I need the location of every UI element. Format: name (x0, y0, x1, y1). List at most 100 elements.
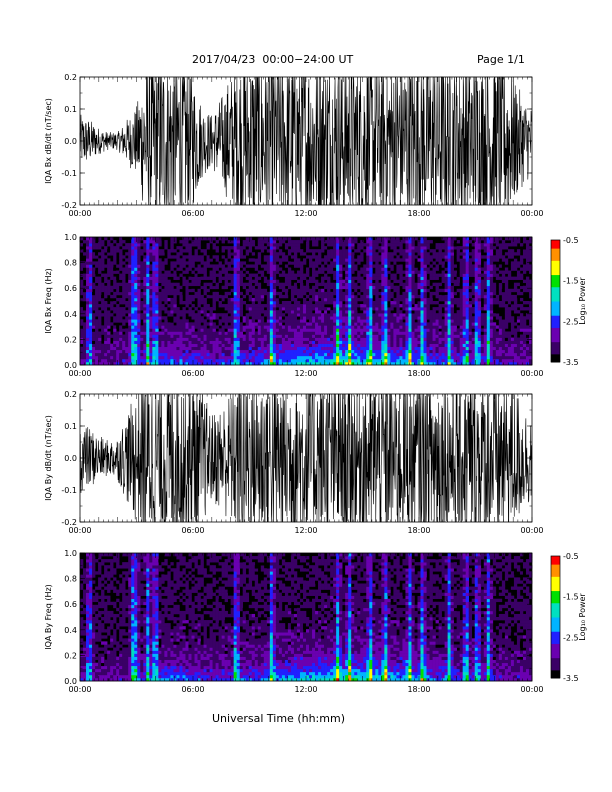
spectrogram-cell (245, 288, 250, 293)
spectrogram-cell (411, 264, 415, 268)
spectrogram-cell (423, 349, 427, 354)
spectrogram-cell (435, 361, 439, 366)
spectrogram-cell (98, 285, 102, 290)
spectrogram-cell (89, 297, 93, 302)
spectrogram-cell (236, 246, 240, 250)
spectrogram-cell (453, 264, 457, 268)
spectrogram-cell (125, 285, 129, 290)
spectrogram-cell (224, 273, 228, 277)
spectrogram-cell (143, 304, 147, 308)
spectrogram-cell (321, 276, 325, 280)
spectrogram-cell (302, 288, 307, 293)
spectrogram-cell (381, 240, 385, 244)
spectrogram-cell (378, 340, 382, 344)
spectrogram-cell (173, 249, 177, 253)
spectrogram-cell (384, 310, 388, 314)
spectrogram-cell (188, 349, 192, 354)
spectrogram-cell (248, 258, 253, 262)
spectrogram-cell (375, 316, 379, 320)
spectrogram-cell (369, 282, 373, 287)
spectrogram-cell (281, 301, 286, 305)
spectrogram-cell (113, 249, 117, 253)
spectrogram-cell (203, 310, 207, 314)
spectrogram-cell (251, 258, 256, 262)
spectrogram-cell (453, 352, 457, 357)
spectrogram-cell (369, 258, 373, 262)
spectrogram-cell (209, 264, 213, 268)
spectrogram-cell (173, 337, 177, 341)
spectrogram-cell (143, 255, 147, 259)
spectrogram-cell (173, 340, 177, 344)
spectrogram-cell (266, 316, 271, 320)
spectrogram-cell (462, 282, 466, 287)
x-tick-label: 18:00 (407, 209, 430, 218)
spectrogram-cell (185, 328, 189, 332)
spectrogram-cell (134, 319, 138, 323)
spectrogram-cell (83, 349, 87, 354)
spectrogram-cell (354, 346, 358, 351)
spectrogram-cell (453, 361, 457, 366)
spectrogram-cell (309, 307, 313, 311)
spectrogram-cell (480, 294, 485, 299)
spectrogram-cell (140, 270, 144, 274)
spectrogram-cell (468, 358, 473, 363)
spectrogram-cell (164, 346, 168, 351)
spectrogram-cell (306, 237, 310, 241)
spectrogram-cell (375, 349, 379, 354)
spectrogram-cell (468, 346, 473, 351)
spectrogram-cell (354, 355, 358, 360)
spectrogram-cell (257, 343, 262, 348)
spectrogram-cell (230, 334, 234, 338)
spectrogram-cell (128, 294, 132, 299)
spectrogram-cell (366, 282, 370, 287)
spectrogram-cell (477, 352, 482, 357)
spectrogram-cell (185, 334, 189, 338)
spectrogram-cell (369, 240, 373, 244)
spectrogram-cell (375, 273, 379, 277)
spectrogram-cell (233, 297, 237, 302)
spectrogram-cell (366, 246, 370, 250)
spectrogram-cell (161, 273, 165, 277)
spectrogram-cell (248, 319, 253, 323)
spectrogram-cell (408, 273, 412, 277)
spectrogram-cell (438, 258, 442, 262)
spectrogram-cell (269, 267, 274, 271)
spectrogram-cell (152, 240, 156, 244)
spectrogram-cell (119, 349, 123, 354)
spectrogram-cell (417, 352, 421, 357)
spectrogram-cell (227, 334, 231, 338)
spectrogram-cell (290, 240, 295, 244)
spectrogram-cell (143, 294, 147, 299)
spectrogram-cell (95, 285, 99, 290)
spectrogram-cell (122, 291, 126, 296)
spectrogram-cell (293, 264, 298, 268)
spectrogram-cell (95, 276, 99, 280)
spectrogram-cell (411, 288, 415, 293)
spectrogram-cell (360, 246, 364, 250)
spectrogram-cell (227, 261, 231, 265)
spectrogram-cell (83, 261, 87, 265)
spectrogram-cell (477, 267, 482, 271)
spectrogram-cell (251, 322, 256, 326)
spectrogram-cell (128, 276, 132, 280)
spectrogram-cell (405, 237, 409, 241)
spectrogram-cell (293, 322, 298, 326)
spectrogram-cell (450, 285, 454, 290)
spectrogram-cell (245, 334, 250, 338)
spectrogram-cell (182, 328, 186, 332)
spectrogram-cell (233, 328, 237, 332)
spectrogram-cell (209, 273, 213, 277)
spectrogram-cell (474, 288, 479, 293)
spectrogram-cell (459, 291, 463, 296)
spectrogram-cell (86, 240, 90, 244)
spectrogram-cell (236, 322, 240, 326)
spectrogram-cell (366, 349, 370, 354)
spectrogram-cell (378, 282, 382, 287)
spectrogram-cell (149, 358, 153, 363)
spectrogram-cell (185, 267, 189, 271)
spectrogram-cell (351, 270, 355, 274)
spectrogram-cell (372, 240, 376, 244)
spectrogram-cell (447, 273, 451, 277)
spectrogram-cell (236, 337, 240, 341)
spectrogram-cell (363, 331, 367, 335)
